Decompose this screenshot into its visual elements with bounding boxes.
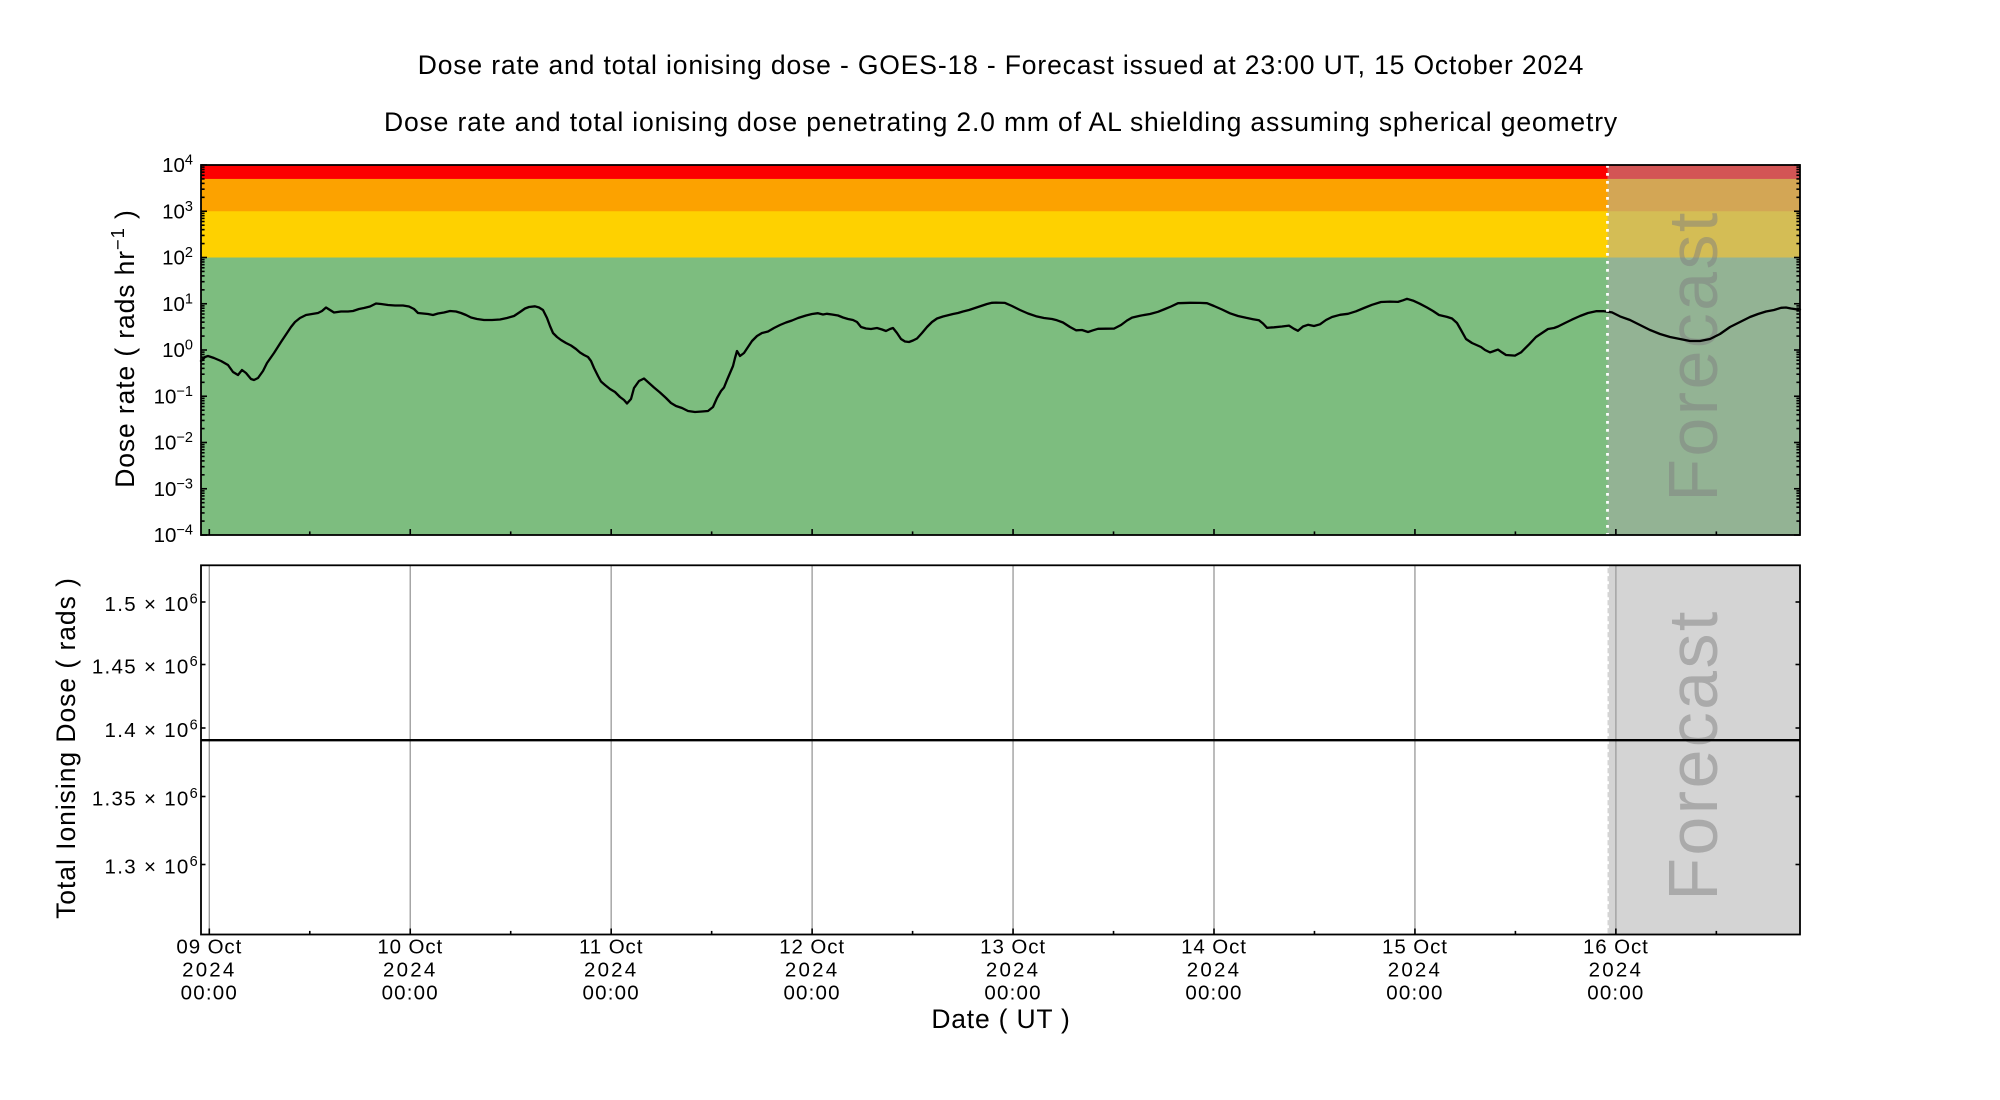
svg-text:1.45 × 106: 1.45 × 106 (92, 654, 199, 679)
svg-text:2024: 2024 (785, 959, 839, 982)
svg-text:Dose rate and total ionising d: Dose rate and total ionising dose - GOES… (418, 50, 1585, 80)
svg-text:00:00: 00:00 (1185, 982, 1242, 1005)
svg-text:Forecast: Forecast (1654, 609, 1732, 901)
svg-text:1.3 × 106: 1.3 × 106 (105, 854, 199, 879)
svg-text:00:00: 00:00 (181, 982, 238, 1005)
svg-text:2024: 2024 (182, 959, 236, 982)
svg-text:09 Oct: 09 Oct (176, 936, 242, 959)
svg-text:2024: 2024 (986, 959, 1040, 982)
svg-text:Date ( UT ): Date ( UT ) (931, 1004, 1070, 1034)
svg-text:10 Oct: 10 Oct (377, 936, 443, 959)
svg-text:00:00: 00:00 (382, 982, 439, 1005)
svg-text:00:00: 00:00 (583, 982, 640, 1005)
svg-text:16 Oct: 16 Oct (1583, 936, 1649, 959)
svg-text:00:00: 00:00 (1386, 982, 1443, 1005)
svg-text:15 Oct: 15 Oct (1382, 936, 1448, 959)
svg-text:Forecast: Forecast (1654, 210, 1732, 502)
svg-text:00:00: 00:00 (984, 982, 1041, 1005)
svg-text:00:00: 00:00 (783, 982, 840, 1005)
svg-text:1.5 × 106: 1.5 × 106 (105, 592, 199, 617)
svg-text:10−2: 10−2 (154, 430, 193, 455)
svg-text:Total Ionising Dose ( rads ): Total Ionising Dose ( rads ) (51, 577, 81, 919)
svg-text:14 Oct: 14 Oct (1181, 936, 1247, 959)
svg-text:2024: 2024 (383, 959, 437, 982)
svg-text:00:00: 00:00 (1587, 982, 1644, 1005)
svg-text:2024: 2024 (1589, 959, 1643, 982)
svg-text:12 Oct: 12 Oct (779, 936, 845, 959)
svg-text:1.4 × 106: 1.4 × 106 (105, 718, 199, 743)
svg-text:10−3: 10−3 (154, 476, 193, 501)
svg-text:11 Oct: 11 Oct (579, 936, 643, 959)
svg-text:Dose rate and total ionising d: Dose rate and total ionising dose penetr… (384, 107, 1618, 137)
svg-text:2024: 2024 (584, 959, 638, 982)
svg-text:2024: 2024 (1187, 959, 1241, 982)
svg-text:2024: 2024 (1388, 959, 1442, 982)
svg-text:Dose rate ( rads hr−1 ): Dose rate ( rads hr−1 ) (107, 209, 140, 487)
svg-text:1.35 × 106: 1.35 × 106 (92, 786, 199, 811)
svg-text:13 Oct: 13 Oct (980, 936, 1046, 959)
